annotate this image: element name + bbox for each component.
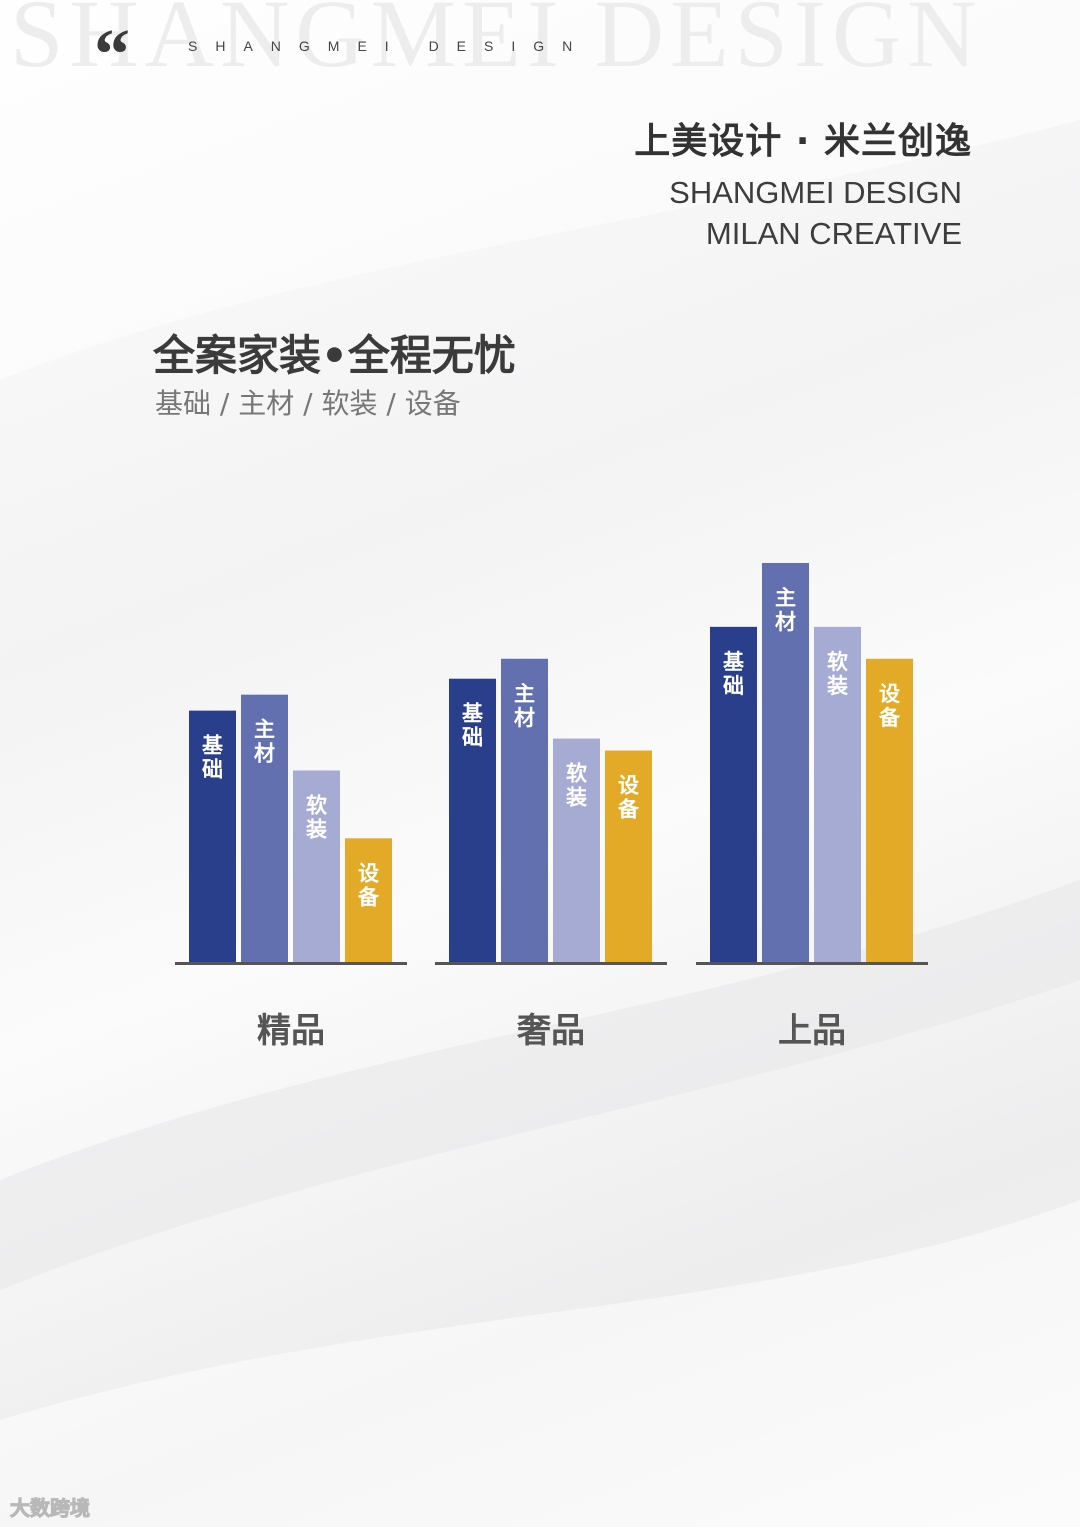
bar-label: 设 [618,774,639,798]
corner-watermark: 大数跨境 [10,1496,91,1521]
bar-3-1 [710,626,757,962]
bar-label: 础 [462,726,483,750]
quote-mark-icon: “ [94,14,130,94]
background-watermark: SHANGMEI DESIGN [10,0,983,87]
bar-2-3 [553,738,600,962]
bar-label: 主 [254,718,275,742]
bar-label: 软 [306,793,327,817]
bar-1-1 [189,710,236,962]
baseline-3 [696,962,928,965]
brand-chinese-name: 上美设计 · 米兰创逸 [634,121,972,162]
bar-3-4 [866,658,913,962]
page-title: 全案家装•全程无忧 [153,331,516,380]
bar-label: 备 [617,798,640,822]
category-label: 上品 [778,1011,846,1051]
brand-english-line-1: SHANGMEI DESIGN [669,175,962,210]
page-subtitle: 基础 / 主材 / 软装 / 设备 [155,387,461,420]
bar-label: 设 [358,861,379,885]
brand-english-line-2: MILAN CREATIVE [705,216,962,251]
bar-label: 软 [827,650,848,674]
bar-3-2 [762,563,809,962]
bar-2-1 [449,678,496,962]
bar-1-3 [293,770,340,962]
bar-label: 主 [775,586,796,610]
category-label: 奢品 [517,1011,585,1051]
baseline-2 [435,962,667,965]
bar-label: 础 [202,758,223,782]
bar-label: 软 [566,762,587,786]
bar-label: 装 [827,674,848,698]
bar-label: 主 [514,682,535,706]
category-label: 精品 [257,1011,325,1051]
brand-block: 上美设计 · 米兰创逸 SHANGMEI DESIGN MILAN CREATI… [634,112,972,254]
bar-3-3 [814,626,861,962]
bar-label: 装 [306,817,327,841]
bar-label: 设 [879,682,900,706]
bar-2-2 [501,658,548,962]
bar-label: 材 [514,706,535,730]
baseline-1 [175,962,407,965]
bar-label: 础 [723,674,744,698]
bar-1-2 [241,694,288,962]
bar-label: 材 [775,610,796,634]
bar-label: 基 [723,650,745,674]
bar-1-4 [345,838,392,962]
bar-label: 基 [202,734,224,758]
bar-label: 备 [357,885,380,909]
bar-label: 材 [254,742,275,766]
header-tagline: SHANGMEI DESIGN [188,38,591,54]
bar-label: 备 [878,706,901,730]
bar-2-4 [605,750,652,962]
bar-label: 基 [462,702,484,726]
bar-label: 装 [566,786,587,810]
